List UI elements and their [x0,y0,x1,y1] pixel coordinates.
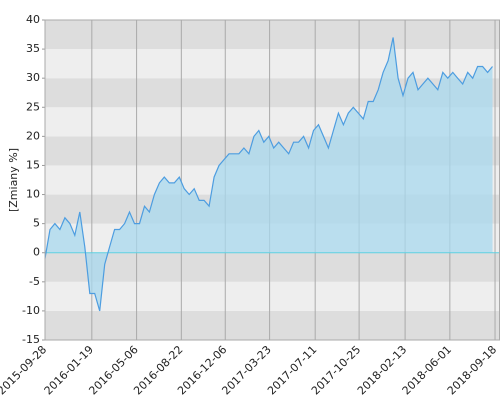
y-tick-label: 40 [26,13,40,26]
y-tick-label: -5 [29,275,40,288]
y-tick-label: 10 [26,188,40,201]
y-tick-label: -15 [22,333,40,346]
grid-band [45,20,500,50]
y-tick-label: -10 [22,304,40,317]
y-tick-label: 15 [26,158,40,171]
grid-band [45,49,500,79]
y-tick-label: 20 [26,129,40,142]
line [44,37,493,312]
y-tick-label: 25 [26,100,40,113]
y-tick-label: 5 [33,217,40,230]
grid-band [45,252,500,282]
y-axis-label: [Zmiany %] [7,148,20,212]
y-tick-label: 35 [26,42,40,55]
y-tick-label: 30 [26,71,40,84]
grid-band [45,310,500,340]
grid-band [45,281,500,311]
area [45,37,493,311]
y-tick-label: 0 [33,246,40,259]
